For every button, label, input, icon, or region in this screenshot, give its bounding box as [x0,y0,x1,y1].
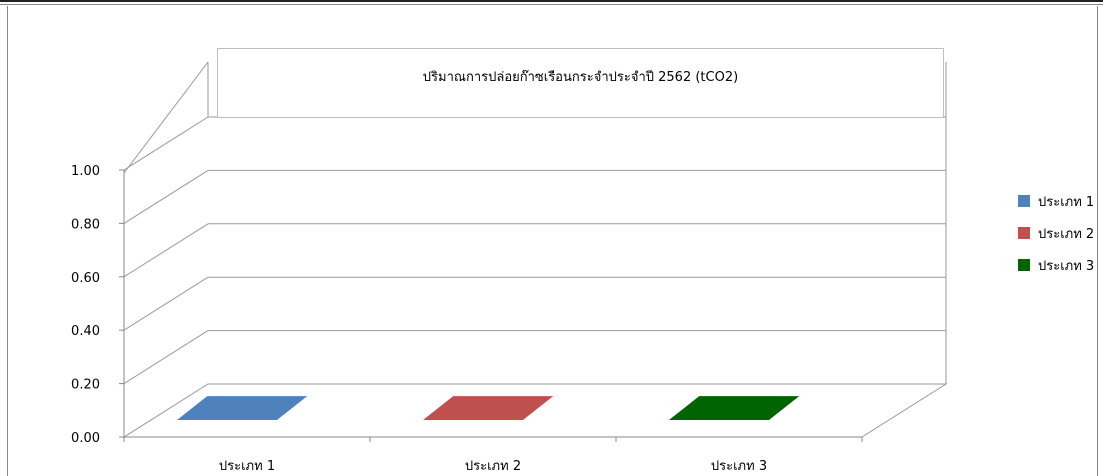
side-wall-gridline [123,223,209,278]
side-wall-gridline [123,276,209,331]
side-wall-gridline [123,330,209,385]
y-axis-tick-label: 0.40 [71,324,100,339]
legend-label: ประเภท 3 [1038,258,1095,274]
y-axis-tick-label: 0.60 [71,271,100,286]
legend-label: ประเภท 1 [1038,194,1095,210]
side-wall-gridline [123,116,209,171]
x-axis-tick-label: ประเภท 3 [711,459,767,474]
legend-item: ประเภท 3 [1018,254,1094,276]
x-axis-tick-label: ประเภท 1 [219,459,275,474]
side-wall-gridline [123,169,209,224]
chart-title: ปริมาณการปล่อยก๊าซเรือนกระจำประจำปี 2562… [422,70,739,85]
chart-legend: ประเภท 1 ประเภท 2 ประเภท 3 [1018,190,1094,286]
legend-swatch [1018,259,1030,271]
legend-swatch [1018,195,1030,207]
y-axis-tick-label: 1.00 [71,164,100,179]
y-axis-tick-label: 0.80 [71,217,100,232]
bar-1 [177,396,308,420]
chart-title-box: ปริมาณการปล่อยก๊าซเรือนกระจำประจำปี 2562… [217,48,944,118]
y-axis-tick-label: 0.00 [71,431,100,446]
bar-2 [423,396,554,420]
frame-border-top [0,0,1103,2]
legend-swatch [1018,227,1030,239]
frame-border-right [1097,6,1098,476]
frame-border-left [7,6,8,476]
y-axis-tick-label: 0.20 [71,378,100,393]
legend-item: ประเภท 1 [1018,190,1094,212]
frame-border-top-inner [0,4,1103,5]
x-axis-tick-label: ประเภท 2 [465,459,521,474]
bar-3 [669,396,800,420]
side-wall-top-edge [123,61,209,174]
legend-label: ประเภท 2 [1038,226,1095,242]
legend-item: ประเภท 2 [1018,222,1094,244]
